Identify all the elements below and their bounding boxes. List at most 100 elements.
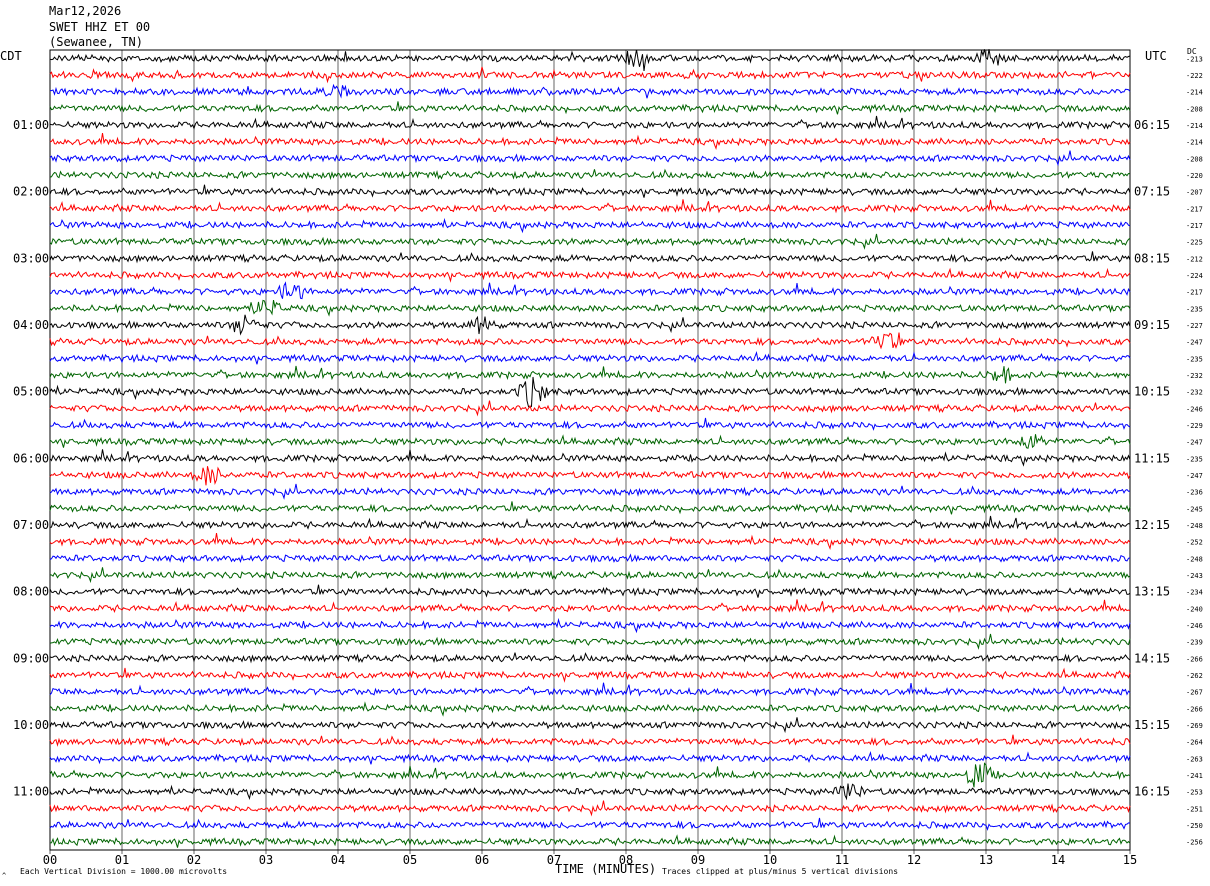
seismic-trace bbox=[49, 49, 1131, 71]
seismic-trace bbox=[49, 267, 1131, 283]
dc-offset-label: -225 bbox=[1186, 239, 1203, 247]
dc-offset-label: -208 bbox=[1186, 105, 1203, 113]
x-tick-label: 09 bbox=[691, 853, 705, 867]
right-time-label: 08:15 bbox=[1134, 251, 1170, 265]
dc-offset-label: -224 bbox=[1186, 272, 1203, 280]
left-time-label: 02:00 bbox=[13, 185, 49, 199]
dc-offset-label: -222 bbox=[1186, 72, 1203, 80]
corner-marker: ^ bbox=[2, 872, 7, 880]
seismic-trace bbox=[49, 168, 1131, 181]
x-axis-title: TIME (MINUTES) bbox=[555, 862, 657, 876]
dc-offset-label: -266 bbox=[1186, 655, 1203, 663]
left-time-label: 04:00 bbox=[13, 318, 49, 332]
seismic-trace bbox=[49, 281, 1131, 300]
x-tick-label: 10 bbox=[763, 853, 777, 867]
dc-offset-label: -234 bbox=[1186, 589, 1203, 597]
left-time-label: 06:00 bbox=[13, 451, 49, 465]
plot-frame bbox=[49, 49, 1131, 851]
dc-offset-label: -217 bbox=[1186, 222, 1203, 230]
seismic-trace bbox=[49, 599, 1131, 614]
dc-offset-label: -247 bbox=[1186, 339, 1203, 347]
x-tick-label: 06 bbox=[475, 853, 489, 867]
seismic-trace bbox=[49, 682, 1131, 697]
seismic-trace bbox=[49, 466, 1131, 486]
right-time-label: 06:15 bbox=[1134, 118, 1170, 132]
dc-offset-label: -250 bbox=[1186, 822, 1203, 830]
dc-offset-label: -207 bbox=[1186, 189, 1203, 197]
left-time-label: 01:00 bbox=[13, 118, 49, 132]
x-tick-label: 01 bbox=[115, 853, 129, 867]
right-time-label: 16:15 bbox=[1134, 785, 1170, 799]
seismic-trace bbox=[49, 66, 1131, 84]
seismic-trace bbox=[49, 584, 1131, 598]
seismic-trace bbox=[49, 667, 1131, 683]
dc-offset-label: -227 bbox=[1186, 322, 1203, 330]
dc-offset-label: -263 bbox=[1186, 755, 1203, 763]
seismic-trace bbox=[49, 800, 1131, 817]
clip-note: Traces clipped at plus/minus 5 vertical … bbox=[662, 867, 899, 876]
seismic-trace bbox=[49, 332, 1131, 350]
seismic-trace bbox=[49, 717, 1131, 734]
right-time-label: 13:15 bbox=[1134, 585, 1170, 599]
left-time-label: 11:00 bbox=[13, 785, 49, 799]
dc-offset-label: -264 bbox=[1186, 739, 1203, 747]
dc-offset-label: -217 bbox=[1186, 205, 1203, 213]
dc-offset-label: -213 bbox=[1186, 55, 1203, 63]
dc-offset-label: -214 bbox=[1186, 122, 1203, 130]
dc-offset-label: -262 bbox=[1186, 672, 1203, 680]
dc-offset-label: -269 bbox=[1186, 722, 1203, 730]
dc-offset-label: -247 bbox=[1186, 439, 1203, 447]
seismic-trace bbox=[49, 567, 1131, 584]
dc-offset-label: -246 bbox=[1186, 405, 1203, 413]
seismic-trace bbox=[49, 217, 1131, 234]
x-tick-label: 00 bbox=[43, 853, 57, 867]
seismic-trace bbox=[49, 449, 1131, 467]
seismic-trace bbox=[49, 617, 1131, 634]
seismic-trace bbox=[49, 750, 1131, 765]
x-tick-label: 13 bbox=[979, 853, 993, 867]
seismic-trace bbox=[49, 365, 1131, 384]
left-time-label: 05:00 bbox=[13, 385, 49, 399]
right-time-label: 12:15 bbox=[1134, 518, 1170, 532]
dc-offset-label: -256 bbox=[1186, 839, 1203, 847]
x-tick-label: 08 bbox=[619, 853, 633, 867]
x-tick-label: 11 bbox=[835, 853, 849, 867]
right-time-label: 07:15 bbox=[1134, 185, 1170, 199]
seismic-trace bbox=[49, 553, 1131, 564]
dc-offset-label: -240 bbox=[1186, 605, 1203, 613]
right-time-label: 15:15 bbox=[1134, 718, 1170, 732]
dc-offset-label: -214 bbox=[1186, 89, 1203, 97]
header-location: (Sewanee, TN) bbox=[49, 35, 143, 49]
seismic-trace bbox=[49, 533, 1131, 550]
x-tick-label: 15 bbox=[1123, 853, 1137, 867]
dc-offset-label: -217 bbox=[1186, 289, 1203, 297]
seismic-trace bbox=[49, 314, 1131, 336]
seismic-trace bbox=[49, 251, 1131, 264]
dc-offset-label: -239 bbox=[1186, 639, 1203, 647]
dc-offset-label: -232 bbox=[1186, 389, 1203, 397]
header-station: SWET HHZ ET 00 bbox=[49, 20, 151, 34]
dc-offset-header: DC bbox=[1187, 47, 1197, 56]
seismic-trace bbox=[49, 376, 1131, 408]
x-tick-label: 07 bbox=[547, 853, 561, 867]
dc-offset-label: -251 bbox=[1186, 805, 1203, 813]
seismic-trace bbox=[49, 762, 1131, 788]
dc-offset-label: -267 bbox=[1186, 689, 1203, 697]
x-tick-label: 04 bbox=[331, 853, 345, 867]
left-time-label: 03:00 bbox=[13, 251, 49, 265]
x-tick-label: 14 bbox=[1051, 853, 1065, 867]
dc-offset-label: -241 bbox=[1186, 772, 1203, 780]
right-time-label: 09:15 bbox=[1134, 318, 1170, 332]
scale-note: Each Vertical Division = 1000.00 microvo… bbox=[20, 867, 228, 876]
seismic-trace bbox=[50, 83, 1131, 99]
dc-offset-label: -232 bbox=[1186, 372, 1203, 380]
dc-offset-label: -235 bbox=[1186, 355, 1203, 363]
seismic-trace bbox=[49, 199, 1131, 214]
dc-offset-label: -208 bbox=[1186, 155, 1203, 163]
seismic-trace bbox=[49, 184, 1131, 198]
dc-offset-label: -220 bbox=[1186, 172, 1203, 180]
seismic-trace bbox=[49, 417, 1131, 431]
left-time-label: 08:00 bbox=[13, 585, 49, 599]
seismic-trace bbox=[49, 734, 1131, 747]
seismic-trace bbox=[49, 101, 1131, 115]
